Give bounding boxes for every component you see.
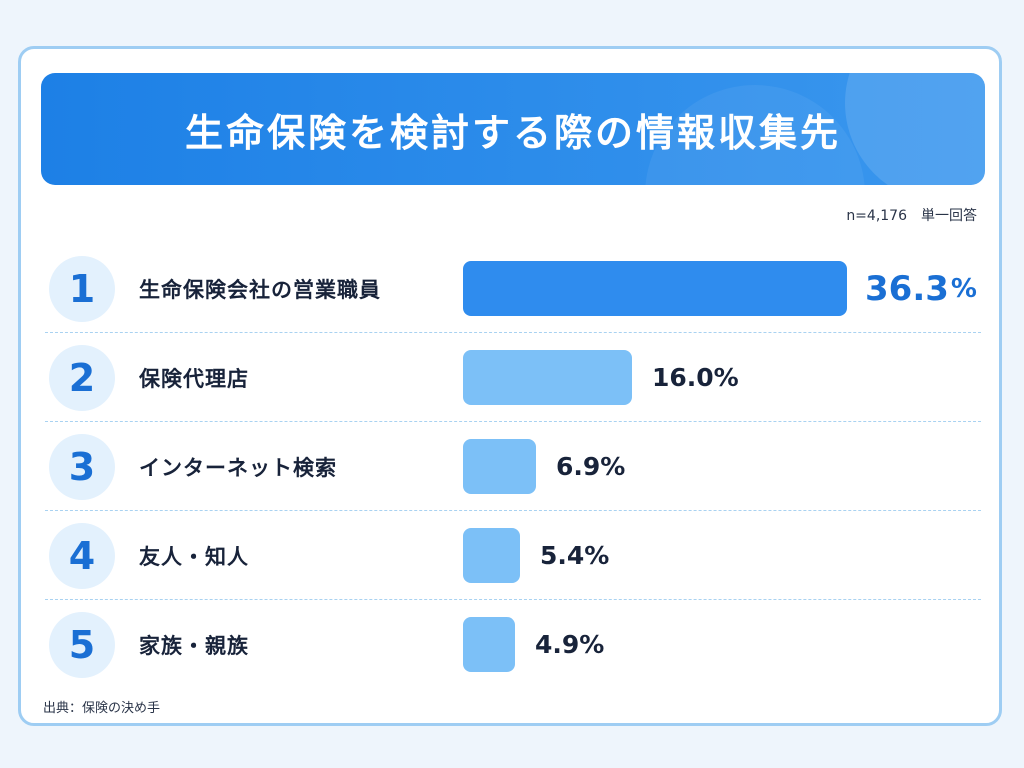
rank-badge: 5 [49,612,115,678]
rank-badge: 3 [49,434,115,500]
sample-size-note: n=4,176 単一回答 [846,208,977,224]
bar [463,350,632,405]
value-unit: % [950,273,977,304]
category-label: インターネット検索 [139,455,337,480]
category-label: 友人・知人 [139,544,249,569]
chart-row: 2 保険代理店 16.0% [45,333,981,422]
chart-title: 生命保険を検討する際の情報収集先 [184,110,841,155]
value-label: 4.9% [535,600,604,689]
rank-badge: 1 [49,256,115,322]
value-label: 36.3% [865,244,977,333]
chart-card: 生命保険を検討する際の情報収集先 n=4,176 単一回答 1 生命保険会社の営業… [18,46,1002,726]
value-number: 36.3 [865,268,949,309]
bar [463,528,520,583]
category-label: 家族・親族 [139,633,249,658]
chart-row: 3 インターネット検索 6.9% [45,422,981,511]
value-label: 5.4% [540,511,609,600]
rank-badge: 4 [49,523,115,589]
value-number: 4.9% [535,630,605,659]
category-label: 生命保険会社の営業職員 [139,277,381,302]
decorative-circle [845,73,985,185]
chart-row: 4 友人・知人 5.4% [45,511,981,600]
chart-row: 1 生命保険会社の営業職員 36.3% [45,244,981,333]
value-number: 5.4% [540,541,610,570]
value-label: 6.9% [556,422,625,511]
bar [463,439,536,494]
value-label: 16.0% [652,333,739,422]
chart-row: 5 家族・親族 4.9% [45,600,981,689]
bar [463,261,847,316]
rank-badge: 2 [49,345,115,411]
category-label: 保険代理店 [139,366,249,391]
source-note: 出典：保険の決め手 [43,701,161,716]
bar [463,617,515,672]
value-number: 6.9% [556,452,626,481]
title-banner: 生命保険を検討する際の情報収集先 [41,73,985,185]
value-number: 16.0% [652,363,739,392]
